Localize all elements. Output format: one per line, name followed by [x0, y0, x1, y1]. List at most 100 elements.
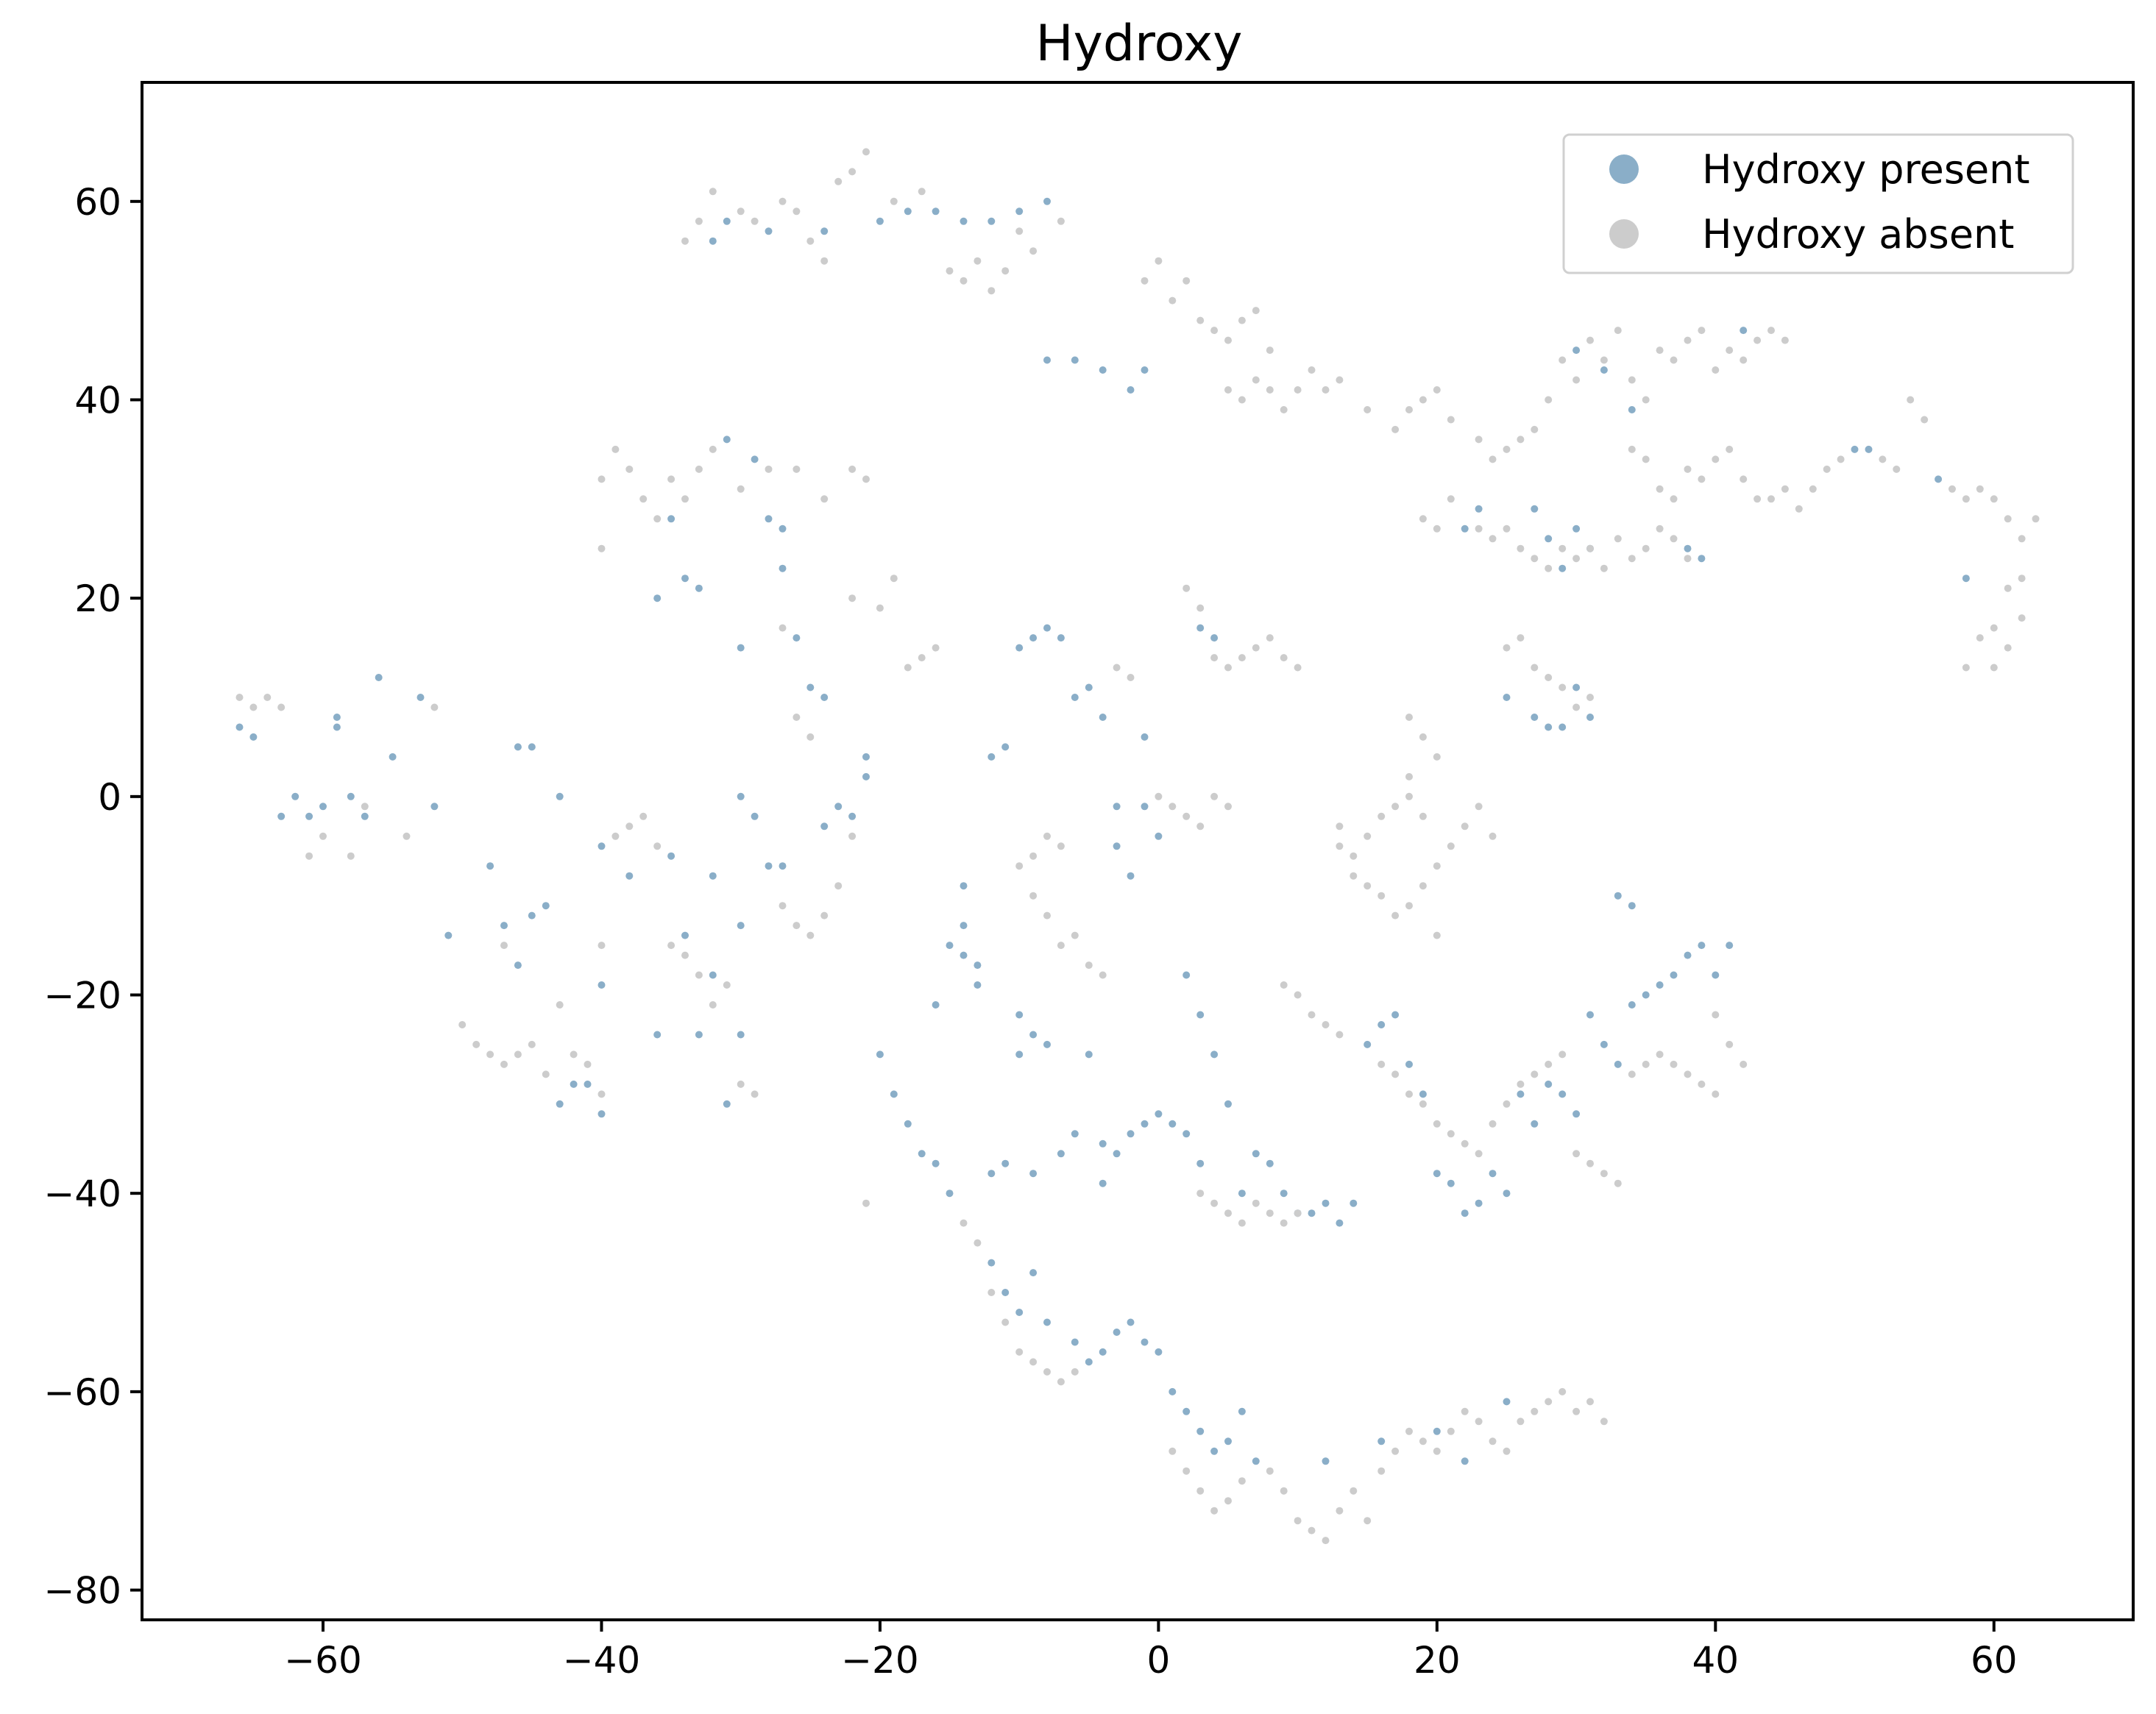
point-hydroxy-absent	[1684, 336, 1692, 344]
point-hydroxy-absent	[1447, 416, 1455, 424]
point-hydroxy-present	[1071, 1338, 1079, 1346]
point-hydroxy-present	[1503, 1190, 1511, 1198]
point-hydroxy-present	[375, 674, 383, 681]
point-hydroxy-present	[444, 931, 453, 939]
point-hydroxy-present	[1322, 1457, 1330, 1465]
point-hydroxy-absent	[1405, 714, 1413, 721]
point-hydroxy-absent	[1503, 445, 1511, 453]
point-hydroxy-absent	[1224, 803, 1232, 811]
point-hydroxy-absent	[1419, 515, 1427, 523]
point-hydroxy-absent	[848, 832, 857, 840]
point-hydroxy-absent	[695, 971, 703, 979]
point-hydroxy-present	[1015, 1050, 1024, 1059]
point-hydroxy-absent	[639, 812, 648, 820]
point-hydroxy-absent	[1753, 336, 1762, 344]
point-hydroxy-present	[1127, 1130, 1135, 1138]
point-hydroxy-absent	[1182, 584, 1191, 592]
point-hydroxy-absent	[695, 217, 703, 225]
point-hydroxy-present	[528, 743, 536, 751]
point-hydroxy-absent	[1712, 366, 1720, 374]
point-hydroxy-present	[862, 753, 870, 761]
point-hydroxy-absent	[1684, 555, 1692, 563]
point-hydroxy-present	[765, 227, 773, 235]
point-hydroxy-absent	[1600, 1170, 1608, 1178]
point-hydroxy-absent	[1419, 1437, 1427, 1445]
point-hydroxy-absent	[1433, 1447, 1441, 1455]
point-hydroxy-present	[1865, 445, 1873, 453]
point-hydroxy-present	[779, 564, 787, 572]
point-hydroxy-absent	[1698, 1080, 1706, 1088]
legend-marker-hydroxy-absent	[1609, 219, 1639, 249]
point-hydroxy-absent	[779, 624, 787, 632]
point-hydroxy-present	[779, 524, 787, 533]
point-hydroxy-absent	[1559, 683, 1567, 691]
point-hydroxy-absent	[1210, 1507, 1219, 1515]
point-hydroxy-present	[1169, 1120, 1177, 1128]
point-hydroxy-present	[1712, 971, 1720, 979]
point-hydroxy-absent	[1823, 465, 1831, 473]
point-hydroxy-absent	[1489, 535, 1497, 543]
point-hydroxy-present	[1531, 1120, 1539, 1128]
point-hydroxy-present	[792, 634, 801, 642]
point-hydroxy-absent	[1559, 1050, 1567, 1059]
point-hydroxy-absent	[1489, 832, 1497, 840]
point-hydroxy-absent	[1280, 1487, 1288, 1495]
point-hydroxy-absent	[1280, 1219, 1288, 1227]
x-tick-label: −20	[841, 1639, 919, 1682]
point-hydroxy-absent	[1057, 942, 1065, 950]
point-hydroxy-present	[1350, 1199, 1358, 1207]
point-hydroxy-absent	[1475, 1418, 1483, 1426]
y-tick-label: −80	[43, 1570, 121, 1612]
point-hydroxy-present	[653, 594, 662, 602]
point-hydroxy-absent	[1294, 1209, 1302, 1217]
point-hydroxy-present	[1600, 366, 1608, 374]
point-hydroxy-present	[1155, 832, 1163, 840]
point-hydroxy-absent	[2018, 575, 2026, 583]
point-hydroxy-absent	[1169, 803, 1177, 811]
point-hydroxy-absent	[1517, 435, 1525, 444]
point-hydroxy-present	[1503, 694, 1511, 701]
point-hydroxy-present	[653, 1031, 662, 1039]
point-hydroxy-present	[1043, 624, 1051, 632]
point-hydroxy-present	[1099, 714, 1107, 721]
point-hydroxy-present	[1224, 1100, 1232, 1108]
point-hydroxy-absent	[1531, 555, 1539, 563]
point-hydroxy-absent	[1322, 386, 1330, 394]
point-hydroxy-absent	[1364, 882, 1372, 890]
point-hydroxy-present	[1057, 1150, 1065, 1158]
y-tick-label: −40	[43, 1173, 121, 1215]
point-hydroxy-present	[584, 1080, 592, 1088]
point-hydroxy-absent	[1015, 862, 1024, 870]
point-hydroxy-absent	[2018, 614, 2026, 622]
point-hydroxy-present	[1029, 1031, 1038, 1039]
point-hydroxy-absent	[876, 604, 884, 612]
points-layer	[235, 148, 2040, 1545]
point-hydroxy-absent	[1336, 1031, 1344, 1039]
point-hydroxy-present	[1628, 406, 1636, 413]
point-hydroxy-absent	[1391, 1070, 1400, 1078]
point-hydroxy-present	[960, 951, 968, 959]
point-hydroxy-absent	[1740, 356, 1748, 364]
point-hydroxy-absent	[1155, 257, 1163, 265]
x-tick-label: 40	[1692, 1639, 1739, 1682]
point-hydroxy-present	[765, 862, 773, 870]
point-hydroxy-present	[932, 207, 940, 216]
point-hydroxy-present	[1684, 951, 1692, 959]
point-hydroxy-present	[277, 812, 286, 820]
point-hydroxy-present	[1113, 842, 1121, 850]
point-hydroxy-present	[1461, 1209, 1469, 1217]
point-hydroxy-absent	[987, 287, 996, 295]
point-hydroxy-absent	[1586, 1398, 1594, 1406]
point-hydroxy-absent	[1740, 475, 1748, 483]
point-hydroxy-absent	[1266, 346, 1274, 355]
point-hydroxy-absent	[1405, 902, 1413, 910]
point-hydroxy-absent	[1377, 812, 1386, 820]
point-hydroxy-absent	[974, 1239, 982, 1247]
plot-frame	[141, 81, 2135, 1621]
point-hydroxy-present	[1461, 524, 1469, 533]
point-hydroxy-present	[1141, 1120, 1149, 1128]
point-hydroxy-present	[1085, 1050, 1093, 1059]
point-hydroxy-absent	[1057, 1378, 1065, 1386]
point-hydroxy-present	[709, 971, 717, 979]
point-hydroxy-absent	[904, 664, 912, 672]
